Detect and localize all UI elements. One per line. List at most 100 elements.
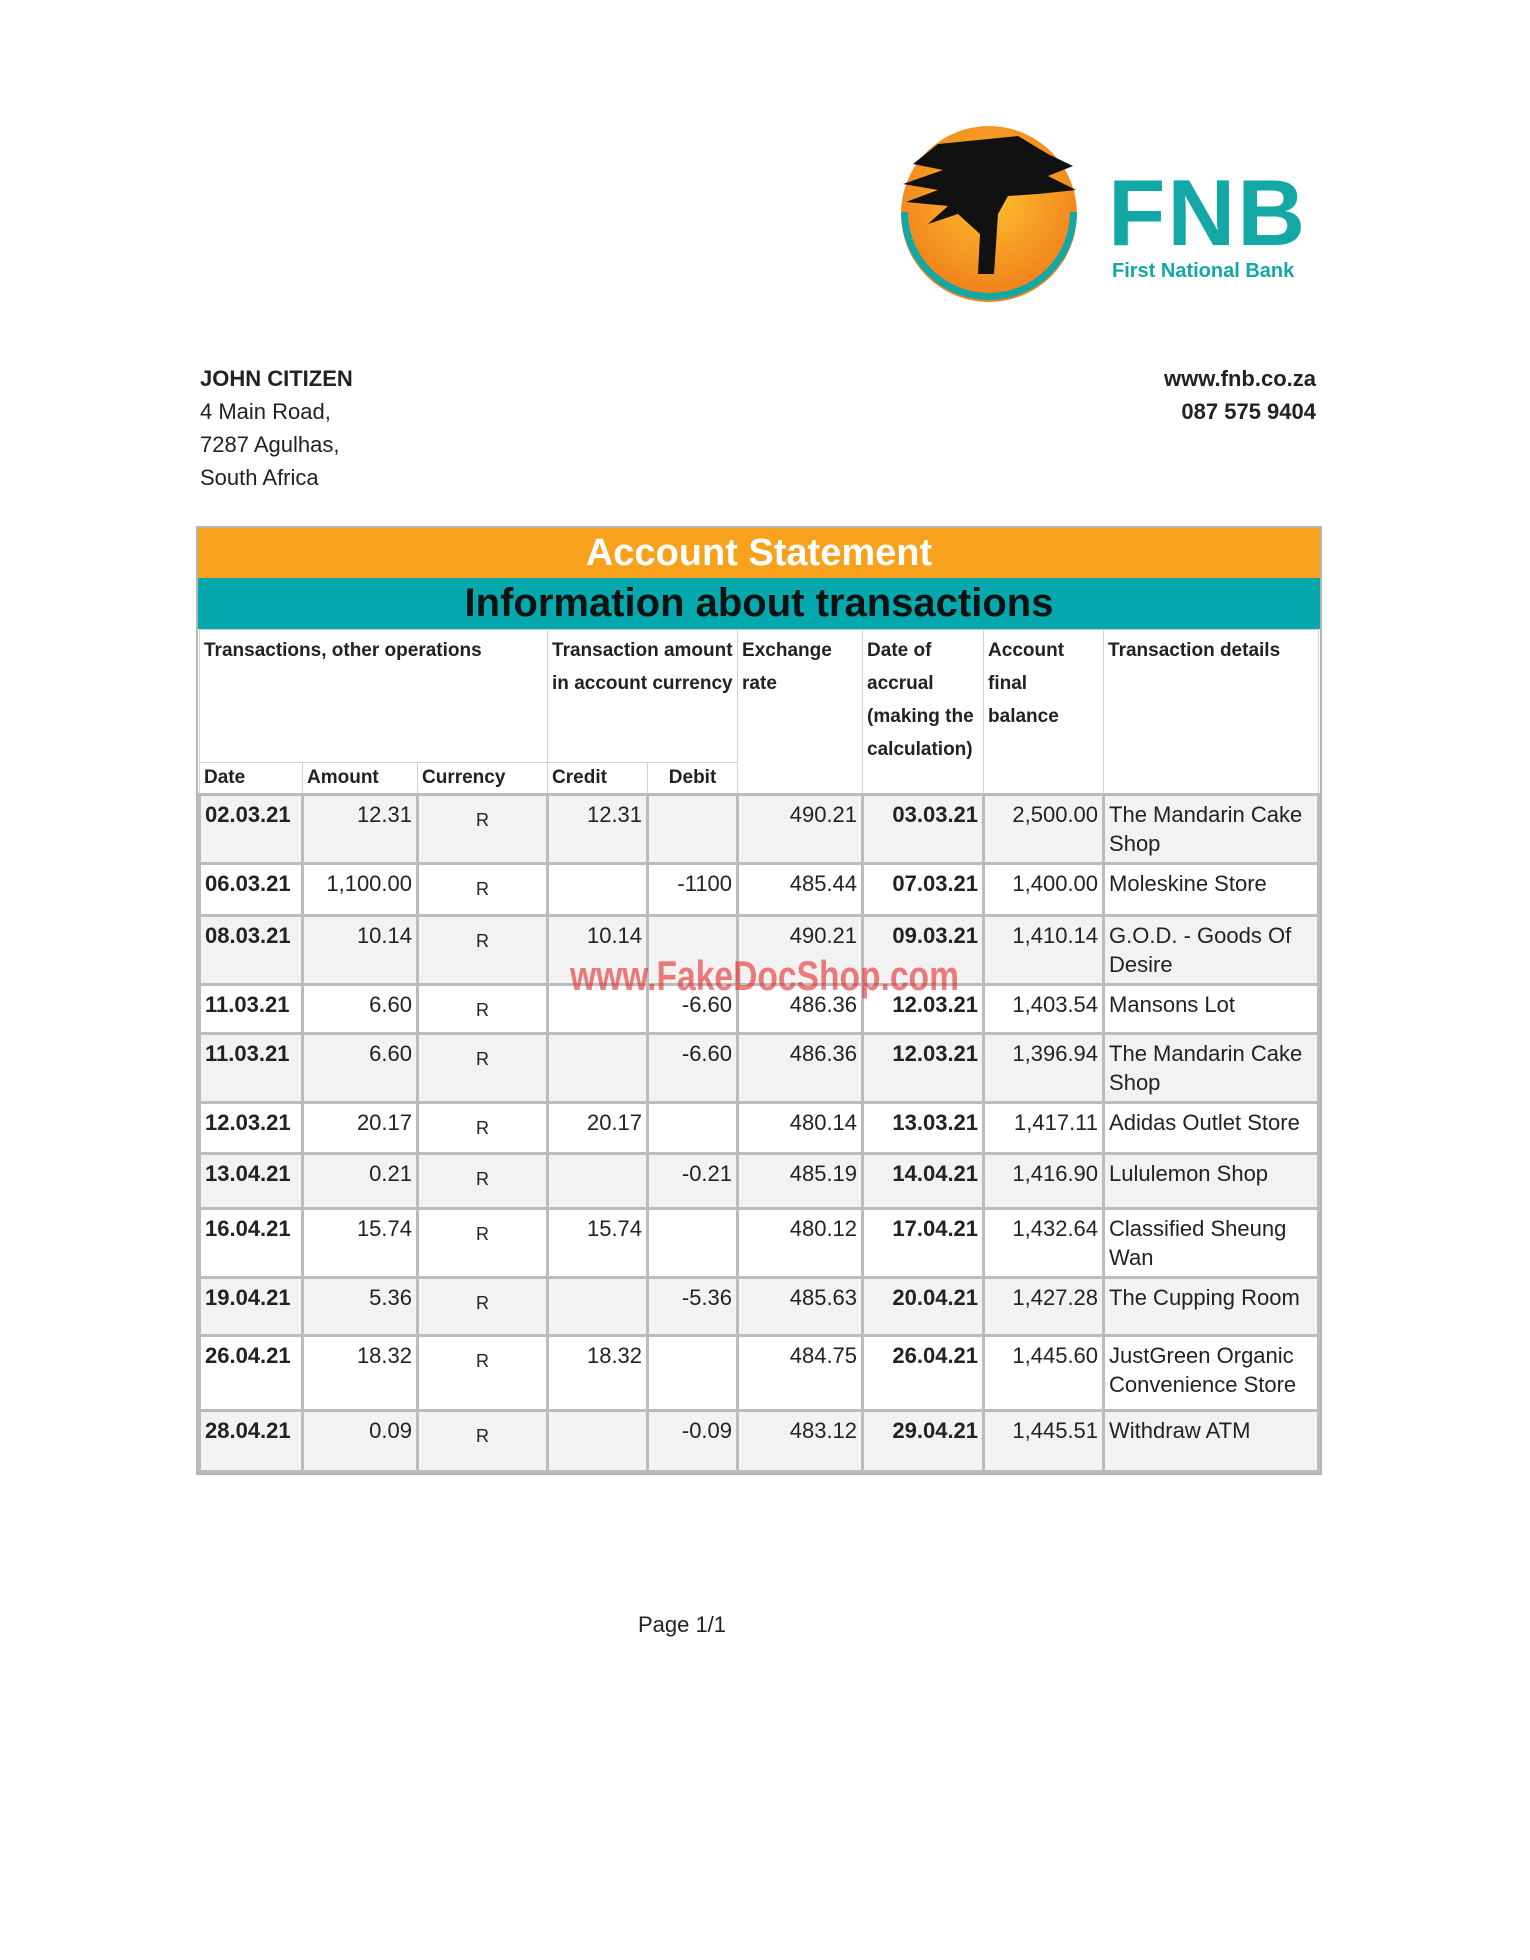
cell-details: Mansons Lot — [1102, 983, 1320, 1035]
cell-amount: 0.09 — [301, 1409, 419, 1473]
cell-credit — [546, 1276, 650, 1337]
cell-debit — [646, 1207, 740, 1279]
header-credit: Credit — [547, 762, 649, 795]
cell-details: G.O.D. - Goods Of Desire — [1102, 914, 1320, 986]
cell-accrual: 12.03.21 — [861, 983, 986, 1035]
cell-credit — [546, 862, 650, 917]
customer-name: JOHN CITIZEN — [200, 366, 353, 391]
cell-currency: R — [415, 1032, 550, 1104]
cell-balance: 1,432.64 — [982, 1207, 1106, 1279]
cell-accrual: 26.04.21 — [861, 1334, 986, 1412]
cell-accrual: 07.03.21 — [861, 862, 986, 917]
cell-amount: 10.14 — [301, 914, 419, 986]
page-number: Page 1/1 — [637, 1612, 727, 1637]
header-date: Date — [199, 762, 303, 795]
header-accrual-date: Date of accrual (making the calculation) — [862, 629, 985, 795]
cell-date: 19.04.21 — [198, 1276, 304, 1337]
table-row: 28.04.21 0.09 R -0.09 483.12 29.04.21 1,445.51… — [198, 1409, 1320, 1473]
cell-rate: 490.21 — [736, 793, 865, 865]
cell-details: JustGreen Organic Convenience Store — [1102, 1334, 1320, 1412]
cell-rate: 486.36 — [736, 983, 865, 1035]
header-currency: Currency — [416, 762, 549, 795]
brand-name: FNB — [1108, 160, 1308, 265]
cell-date: 26.04.21 — [198, 1334, 304, 1412]
cell-amount: 15.74 — [301, 1207, 419, 1279]
table-row: 12.03.21 20.17 R 20.17 480.14 13.03.21 1,417.1… — [198, 1101, 1320, 1155]
cell-rate: 486.36 — [736, 1032, 865, 1104]
table-row: 02.03.21 12.31 R 12.31 490.21 03.03.21 2,500.0… — [198, 793, 1320, 865]
cell-date: 16.04.21 — [198, 1207, 304, 1279]
header-transactions: Transactions, other operations — [198, 629, 549, 763]
cell-amount: 1,100.00 — [301, 862, 419, 917]
cell-currency: R — [415, 1207, 550, 1279]
cell-date: 11.03.21 — [198, 1032, 304, 1104]
cell-amount: 6.60 — [301, 983, 419, 1035]
cell-currency: R — [415, 1334, 550, 1412]
table-row: 16.04.21 15.74 R 15.74 480.12 17.04.21 1,432.6… — [198, 1207, 1320, 1279]
cell-amount: 12.31 — [301, 793, 419, 865]
cell-rate: 480.14 — [736, 1101, 865, 1155]
cell-credit — [546, 1032, 650, 1104]
cell-balance: 1,396.94 — [982, 1032, 1106, 1104]
cell-date: 08.03.21 — [198, 914, 304, 986]
cell-rate: 485.44 — [736, 862, 865, 917]
statement-subtitle: Information about transactions — [198, 578, 1320, 629]
address-line: South Africa — [200, 465, 319, 490]
cell-currency: R — [415, 793, 550, 865]
cell-balance: 1,403.54 — [982, 983, 1106, 1035]
cell-accrual: 29.04.21 — [861, 1409, 986, 1473]
cell-date: 12.03.21 — [198, 1101, 304, 1155]
cell-credit: 15.74 — [546, 1207, 650, 1279]
customer-address: JOHN CITIZEN 4 Main Road, 7287 Agulhas, … — [200, 362, 353, 494]
cell-debit: -5.36 — [646, 1276, 740, 1337]
cell-date: 02.03.21 — [198, 793, 304, 865]
cell-balance: 1,427.28 — [982, 1276, 1106, 1337]
table-row: 26.04.21 18.32 R 18.32 484.75 26.04.21 1,445.6… — [198, 1334, 1320, 1412]
cell-credit: 10.14 — [546, 914, 650, 986]
cell-rate: 483.12 — [736, 1409, 865, 1473]
cell-accrual: 09.03.21 — [861, 914, 986, 986]
cell-amount: 18.32 — [301, 1334, 419, 1412]
cell-rate: 485.19 — [736, 1152, 865, 1210]
cell-debit: -6.60 — [646, 1032, 740, 1104]
website: www.fnb.co.za — [1164, 366, 1316, 391]
cell-details: Withdraw ATM — [1102, 1409, 1320, 1473]
cell-details: Adidas Outlet Store — [1102, 1101, 1320, 1155]
table-row: 13.04.21 0.21 R -0.21 485.19 14.04.21 1,416.90… — [198, 1152, 1320, 1210]
cell-debit — [646, 1101, 740, 1155]
table-row: 11.03.21 6.60 R -6.60 486.36 12.03.21 1,403.54… — [198, 983, 1320, 1035]
table-row: 08.03.21 10.14 R 10.14 490.21 09.03.21 1,410.1… — [198, 914, 1320, 986]
cell-rate: 490.21 — [736, 914, 865, 986]
cell-accrual: 20.04.21 — [861, 1276, 986, 1337]
cell-date: 06.03.21 — [198, 862, 304, 917]
cell-debit: -6.60 — [646, 983, 740, 1035]
cell-credit — [546, 1409, 650, 1473]
cell-details: The Mandarin Cake Shop — [1102, 1032, 1320, 1104]
cell-currency: R — [415, 983, 550, 1035]
cell-rate: 485.63 — [736, 1276, 865, 1337]
brand-subtitle: First National Bank — [1112, 260, 1295, 282]
cell-accrual: 17.04.21 — [861, 1207, 986, 1279]
cell-amount: 0.21 — [301, 1152, 419, 1210]
cell-debit: -1100 — [646, 862, 740, 917]
cell-credit — [546, 983, 650, 1035]
cell-credit: 12.31 — [546, 793, 650, 865]
cell-accrual: 13.03.21 — [861, 1101, 986, 1155]
cell-currency: R — [415, 1101, 550, 1155]
cell-details: Lululemon Shop — [1102, 1152, 1320, 1210]
cell-balance: 1,400.00 — [982, 862, 1106, 917]
statement-table: Account Statement Information about tran… — [196, 526, 1322, 1475]
table-row: 19.04.21 5.36 R -5.36 485.63 20.04.21 1,427.28… — [198, 1276, 1320, 1337]
cell-details: Classified Sheung Wan — [1102, 1207, 1320, 1279]
cell-balance: 1,410.14 — [982, 914, 1106, 986]
header-debit: Debit — [647, 762, 739, 795]
cell-balance: 1,416.90 — [982, 1152, 1106, 1210]
cell-balance: 1,417.11 — [982, 1101, 1106, 1155]
cell-accrual: 12.03.21 — [861, 1032, 986, 1104]
cell-balance: 1,445.51 — [982, 1409, 1106, 1473]
cell-date: 13.04.21 — [198, 1152, 304, 1210]
cell-details: The Mandarin Cake Shop — [1102, 793, 1320, 865]
header-balance: Account final balance — [983, 629, 1105, 795]
address-line: 7287 Agulhas, — [200, 432, 340, 457]
header-details: Transaction details — [1103, 629, 1319, 795]
